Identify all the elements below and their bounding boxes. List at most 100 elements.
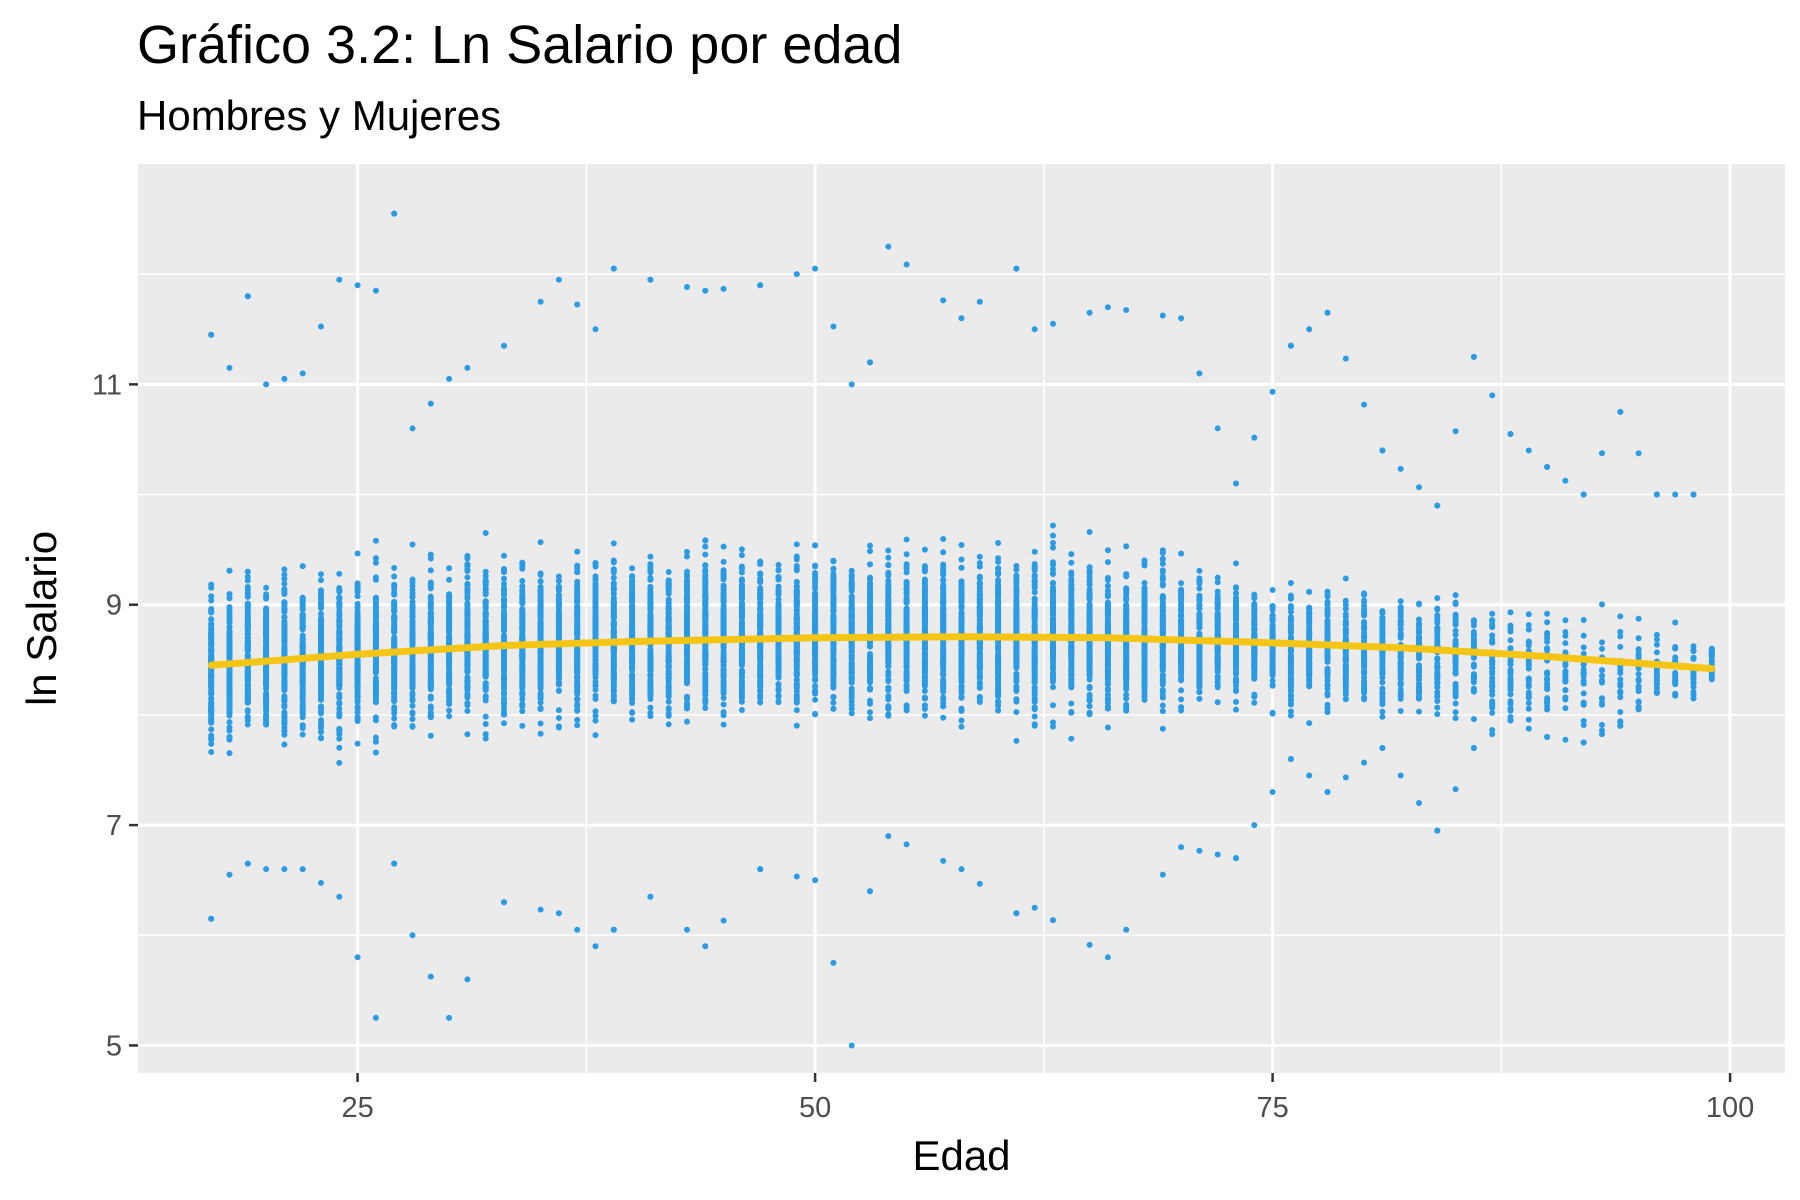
data-point [574,548,581,555]
data-point [336,694,343,701]
data-point [208,726,215,733]
data-point [720,701,727,708]
data-point [391,602,398,609]
data-point [482,721,489,728]
data-point [226,750,233,757]
data-point [519,588,526,595]
data-point [519,598,526,605]
data-point [263,620,270,627]
data-point [610,581,617,588]
data-point [281,741,288,748]
data-point [299,689,306,696]
data-point [281,643,288,650]
data-point [812,671,819,678]
data-point [537,539,544,546]
data-point [793,662,800,669]
data-point [464,580,471,587]
data-point [775,589,782,596]
data-point [464,708,471,715]
data-point [555,707,562,714]
data-point [702,676,709,683]
data-point [665,610,672,617]
data-point [391,678,398,685]
data-point [372,714,379,721]
data-point [208,683,215,690]
data-point [537,906,544,913]
data-point [299,703,306,710]
data-point [757,692,764,699]
data-point [830,566,837,573]
data-point [720,672,727,679]
data-point [263,643,270,650]
data-point [684,669,690,676]
data-point [647,695,654,702]
data-point [391,638,398,645]
data-point [263,665,270,672]
data-point [775,561,782,568]
data-point [354,672,361,679]
data-point [372,629,379,636]
data-point [720,624,727,631]
data-point [830,694,837,701]
data-point [647,630,654,637]
data-point [647,704,654,711]
data-point [592,696,599,703]
data-point [574,926,581,933]
data-point [427,622,434,629]
data-point [336,633,343,640]
data-point [281,695,288,702]
data-point [299,612,306,619]
data-point [446,600,453,607]
data-point [409,710,416,717]
data-point [775,660,782,667]
data-point [226,712,233,719]
data-point [299,698,306,705]
data-point [574,683,581,690]
data-point [354,282,361,289]
data-point [446,576,453,583]
data-point [592,599,599,606]
data-point [281,671,288,678]
data-point [720,610,727,617]
data-point [702,601,709,608]
data-point [409,716,416,723]
data-point [446,707,453,714]
data-point [336,587,343,594]
data-point [318,577,324,584]
data-point [501,575,507,582]
data-point [208,634,215,641]
data-point [354,740,361,747]
data-point [812,613,819,620]
data-point [775,692,782,699]
data-point [592,563,599,570]
data-point [336,618,343,625]
data-point [482,663,489,670]
data-point [354,693,361,700]
data-point [318,587,324,594]
data-point [299,636,306,643]
data-point [793,873,800,880]
data-point [318,696,324,703]
data-point [684,568,690,575]
data-point [665,706,672,713]
data-point [684,612,690,619]
data-point [464,663,471,670]
data-point [318,724,324,731]
data-point [592,712,599,719]
data-point [684,718,690,725]
data-point [537,674,544,681]
data-point [775,629,782,636]
data-point [555,601,562,608]
data-point [592,732,599,739]
data-point [427,668,434,675]
data-point [592,664,599,671]
data-point [702,537,709,544]
data-point [409,664,416,671]
data-point [519,653,526,660]
data-point [720,678,727,685]
data-point [574,624,581,631]
data-point [738,577,745,584]
data-point [812,662,819,669]
data-point [281,614,288,621]
data-point [354,954,361,961]
